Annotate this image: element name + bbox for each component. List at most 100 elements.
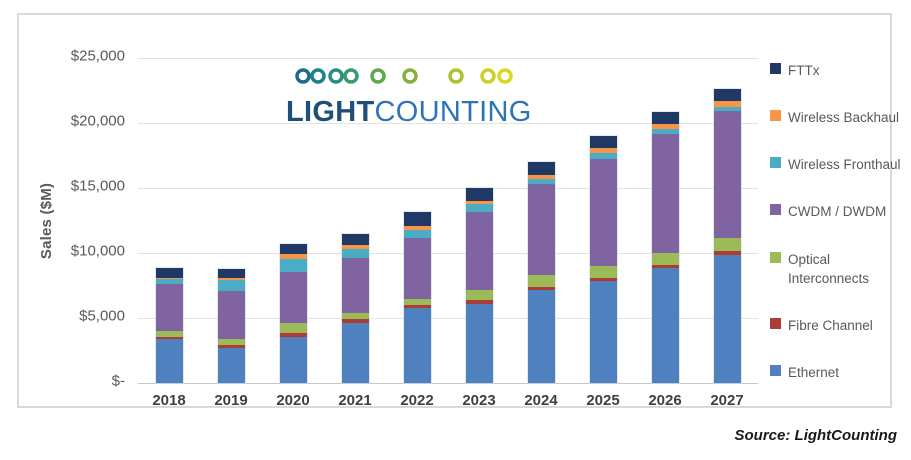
bar-segment-fibre-channel [713, 251, 741, 255]
bar-segment-wireless-fronthaul [713, 106, 741, 111]
bar-segment-wireless-backhaul [527, 174, 555, 179]
legend-label: Ethernet [788, 365, 840, 381]
gridline [138, 58, 758, 59]
gridline [138, 318, 758, 319]
bar-segment-wireless-backhaul [589, 148, 617, 154]
bar-stack-2023 [465, 188, 493, 383]
bar-segment-fibre-channel [527, 287, 555, 291]
bar-segment-ethernet [589, 281, 617, 383]
legend-swatch-wireless-fronthaul [770, 157, 781, 169]
legend-swatch-fttx [770, 63, 781, 74]
bar-segment-cwdm-dwdm [155, 283, 183, 332]
bar-stack-2027 [713, 88, 741, 383]
bar-segment-wireless-fronthaul [527, 178, 555, 185]
bar-segment-wireless-backhaul [279, 253, 307, 259]
legend-item-optical-interconnects: Optical Interconnects [770, 250, 911, 289]
bar-segment-optical-interconnects [279, 322, 307, 333]
bar-segment-ethernet [341, 322, 369, 383]
bar-segment-cwdm-dwdm [465, 212, 493, 291]
y-tick-label: $15,000 [70, 177, 125, 195]
bar-segment-cwdm-dwdm [217, 291, 245, 340]
bar-segment-wireless-fronthaul [465, 204, 493, 213]
lightcounting-logo: LIGHTCOUNTING [286, 61, 531, 127]
bar-column-2019 [200, 58, 262, 383]
bar-segment-wireless-fronthaul [403, 230, 431, 238]
bar-segment-optical-interconnects [713, 238, 741, 252]
y-tick-label: $- [111, 372, 125, 390]
x-tick-label: 2026 [648, 392, 682, 409]
bar-segment-cwdm-dwdm [589, 158, 617, 267]
y-tick-label: $10,000 [70, 242, 125, 260]
bar-column-2027 [696, 58, 758, 383]
logo-wordmark: LIGHTCOUNTING [286, 98, 531, 127]
gridline [138, 123, 758, 124]
bar-segment-fttx [341, 234, 369, 245]
bar-segment-wireless-backhaul [217, 277, 245, 280]
bars-container [138, 58, 758, 383]
y-tick-label: $5,000 [79, 307, 125, 325]
legend-label: Optical Interconnects [788, 251, 870, 287]
gridline [138, 188, 758, 189]
bar-segment-optical-interconnects [341, 312, 369, 320]
bar-segment-fttx [589, 136, 617, 149]
legend-item-ethernet: Ethernet [770, 363, 911, 383]
bar-stack-2026 [651, 112, 679, 383]
bar-segment-fibre-channel [589, 278, 617, 282]
bar-segment-fttx [217, 268, 245, 278]
bar-segment-optical-interconnects [155, 331, 183, 337]
bar-segment-cwdm-dwdm [341, 258, 369, 313]
legend-item-cwdm-dwdm: CWDM / DWDM [770, 202, 911, 222]
bar-segment-optical-interconnects [403, 299, 431, 305]
bar-segment-wireless-fronthaul [589, 153, 617, 159]
bar-stack-2022 [403, 212, 431, 383]
x-tick-label: 2024 [524, 392, 558, 409]
bar-segment-wireless-fronthaul [155, 279, 183, 284]
source-note: Source: LightCounting [734, 427, 897, 444]
x-tick-label: 2021 [338, 392, 372, 409]
bar-segment-fibre-channel [403, 305, 431, 309]
bar-column-2022 [386, 58, 448, 383]
bar-segment-fibre-channel [651, 264, 679, 268]
bar-segment-fttx [279, 243, 307, 254]
bar-stack-2024 [527, 161, 555, 383]
legend: FTTx Wireless Backhaul Wireless Fronthaul C… [770, 61, 911, 383]
legend-item-wireless-backhaul: Wireless Backhaul [770, 108, 911, 128]
x-tick-label: 2025 [586, 392, 620, 409]
bar-column-2020 [262, 58, 324, 383]
bar-segment-fibre-channel [155, 336, 183, 340]
bar-segment-wireless-backhaul [155, 277, 183, 280]
logo-chain-icon [290, 68, 520, 84]
x-tick-label: 2018 [152, 392, 186, 409]
bar-segment-fttx [155, 268, 183, 278]
bar-segment-wireless-fronthaul [651, 128, 679, 135]
bar-segment-fibre-channel [465, 300, 493, 304]
bar-segment-ethernet [651, 267, 679, 383]
legend-label: Fibre Channel [788, 318, 873, 334]
bar-segment-cwdm-dwdm [713, 110, 741, 239]
gridline [138, 383, 758, 384]
bar-segment-ethernet [403, 308, 431, 383]
x-tick-label: 2023 [462, 392, 496, 409]
bar-segment-ethernet [279, 336, 307, 383]
bar-segment-cwdm-dwdm [527, 184, 555, 276]
logo-word-counting: COUNTING [374, 96, 532, 128]
chart-frame: Sales ($M) $25,000 $20,000 $15,000 $10,000 $… [17, 13, 901, 409]
bar-stack-2018 [155, 268, 183, 383]
bar-stack-2019 [217, 268, 245, 383]
bar-stack-2021 [341, 234, 369, 383]
bar-segment-wireless-backhaul [651, 123, 679, 129]
x-tick-label: 2022 [400, 392, 434, 409]
bar-column-2018 [138, 58, 200, 383]
bar-column-2025 [572, 58, 634, 383]
bar-segment-cwdm-dwdm [403, 237, 431, 300]
x-axis-labels: 2018 2019 2020 2021 2022 2023 2024 2025 2026 2027 [138, 392, 758, 409]
y-tick-label: $20,000 [70, 112, 125, 130]
legend-item-fibre-channel: Fibre Channel [770, 316, 911, 336]
bar-segment-wireless-backhaul [713, 100, 741, 107]
bar-segment-fttx [527, 161, 555, 175]
bar-segment-wireless-fronthaul [279, 258, 307, 272]
bar-segment-ethernet [713, 254, 741, 383]
bar-segment-fttx [465, 188, 493, 201]
x-tick-label: 2020 [276, 392, 310, 409]
legend-label: Wireless Backhaul [788, 110, 900, 126]
